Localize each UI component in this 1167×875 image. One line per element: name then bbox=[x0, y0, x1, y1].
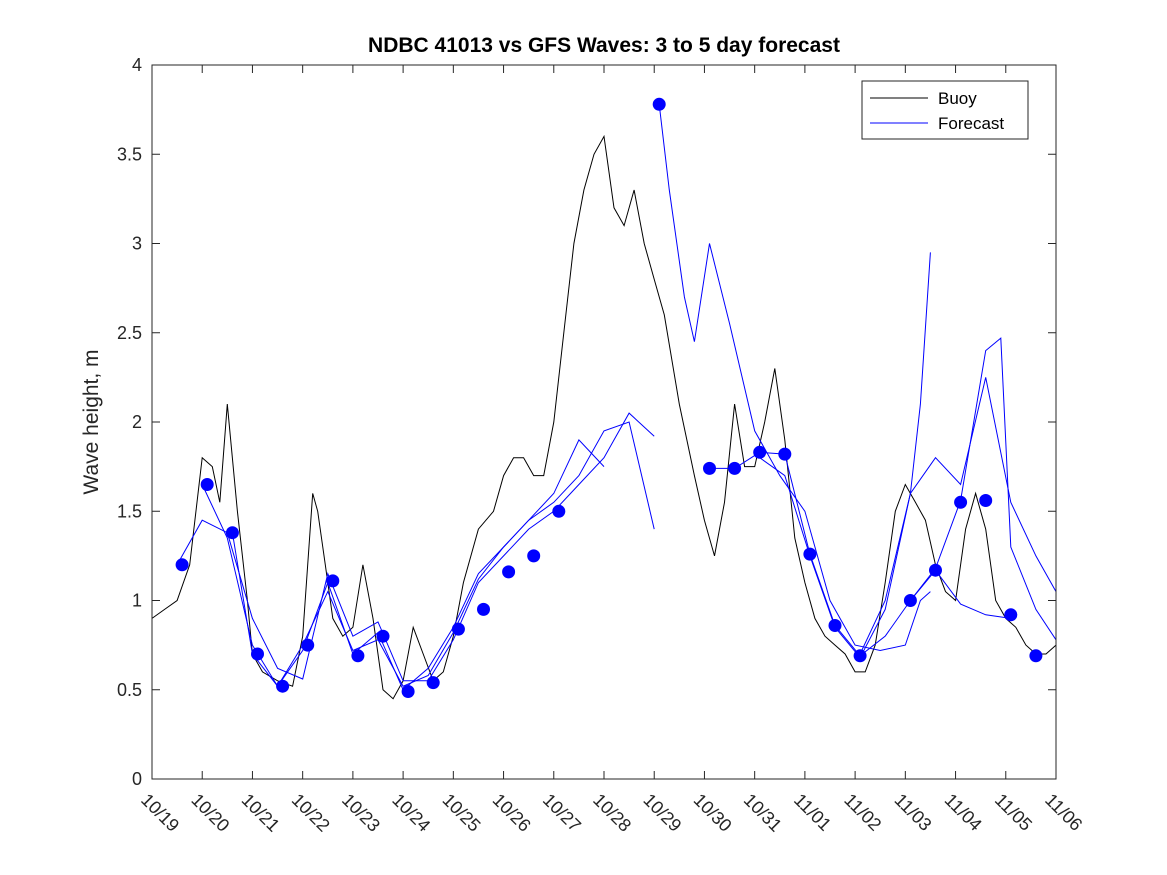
x-tick-label: 11/05 bbox=[991, 790, 1036, 835]
y-tick-label: 2 bbox=[132, 412, 142, 432]
forecast-marker bbox=[326, 574, 340, 588]
y-tick-label: 4 bbox=[132, 55, 142, 75]
y-tick-label: 0 bbox=[132, 769, 142, 789]
forecast-marker bbox=[903, 594, 917, 607]
forecast-marker bbox=[401, 685, 415, 698]
x-tick-label: 11/03 bbox=[891, 790, 936, 835]
x-tick-label: 10/24 bbox=[388, 790, 434, 836]
forecast-marker bbox=[1004, 608, 1018, 622]
forecast-marker bbox=[351, 649, 365, 663]
forecast-marker bbox=[426, 676, 440, 690]
y-tick-label: 3 bbox=[132, 234, 142, 254]
legend-buoy-label: Buoy bbox=[938, 89, 977, 108]
forecast-line bbox=[231, 439, 605, 688]
forecast-marker bbox=[451, 622, 465, 636]
x-tick-label: 10/19 bbox=[137, 790, 183, 836]
y-tick-label: 0.5 bbox=[117, 680, 142, 700]
forecast-marker bbox=[251, 647, 264, 661]
x-tick-label: 10/27 bbox=[539, 790, 585, 836]
forecast-marker bbox=[225, 526, 239, 540]
plot-background bbox=[152, 65, 1056, 779]
forecast-marker bbox=[200, 478, 214, 491]
forecast-line bbox=[658, 104, 931, 652]
y-tick-label: 1.5 bbox=[117, 501, 142, 521]
x-tick-label: 10/29 bbox=[639, 790, 685, 836]
y-tick-label: 2.5 bbox=[117, 323, 142, 343]
forecast-marker bbox=[276, 679, 290, 693]
chart-title: NDBC 41013 vs GFS Waves: 3 to 5 day fore… bbox=[368, 34, 840, 57]
forecast-marker bbox=[954, 495, 968, 509]
y-tick-label: 3.5 bbox=[117, 144, 142, 164]
x-tick-label: 11/01 bbox=[790, 790, 835, 835]
x-tick-label: 11/02 bbox=[840, 790, 885, 835]
forecast-marker bbox=[753, 445, 767, 459]
forecast-marker bbox=[778, 447, 792, 461]
forecast-marker bbox=[853, 649, 867, 663]
forecast-marker bbox=[175, 558, 189, 572]
plot-frame bbox=[151, 64, 1057, 780]
forecast-marker bbox=[652, 97, 666, 111]
legend-box bbox=[861, 80, 1029, 140]
x-tick-label: 10/25 bbox=[439, 790, 485, 836]
x-tick-label: 10/30 bbox=[690, 790, 736, 836]
forecast-marker bbox=[728, 461, 742, 475]
legend-forecast-label: Forecast bbox=[938, 114, 1004, 133]
x-tick-label: 10/21 bbox=[238, 790, 284, 836]
x-tick-label: 11/06 bbox=[1041, 790, 1086, 835]
x-tick-label: 10/31 bbox=[740, 790, 786, 836]
forecast-marker bbox=[929, 563, 942, 577]
forecast-marker bbox=[803, 547, 817, 561]
x-tick-label: 11/04 bbox=[941, 790, 986, 835]
forecast-marker bbox=[376, 629, 390, 643]
y-axis-label: Wave height, m bbox=[80, 349, 103, 494]
legend: Buoy Forecast bbox=[861, 80, 1029, 140]
x-tick-label: 10/28 bbox=[589, 790, 635, 836]
forecast-marker bbox=[477, 602, 490, 616]
forecast-line bbox=[910, 337, 1057, 641]
forecast-marker bbox=[552, 504, 566, 518]
x-tick-label: 10/26 bbox=[489, 790, 535, 836]
y-tick-label: 1 bbox=[132, 591, 142, 611]
buoy-line bbox=[151, 134, 1057, 700]
forecast-line bbox=[859, 377, 1057, 655]
forecast-marker bbox=[828, 619, 842, 632]
forecast-marker bbox=[1029, 649, 1043, 663]
x-tick-label: 10/23 bbox=[338, 790, 384, 836]
forecast-marker bbox=[703, 461, 716, 475]
data-series bbox=[151, 97, 1057, 700]
forecast-marker bbox=[301, 638, 315, 652]
forecast-marker bbox=[979, 494, 993, 507]
forecast-marker bbox=[527, 549, 541, 563]
x-tick-label: 10/22 bbox=[288, 790, 334, 836]
forecast-marker bbox=[502, 565, 516, 579]
x-tick-label: 10/20 bbox=[187, 790, 233, 836]
